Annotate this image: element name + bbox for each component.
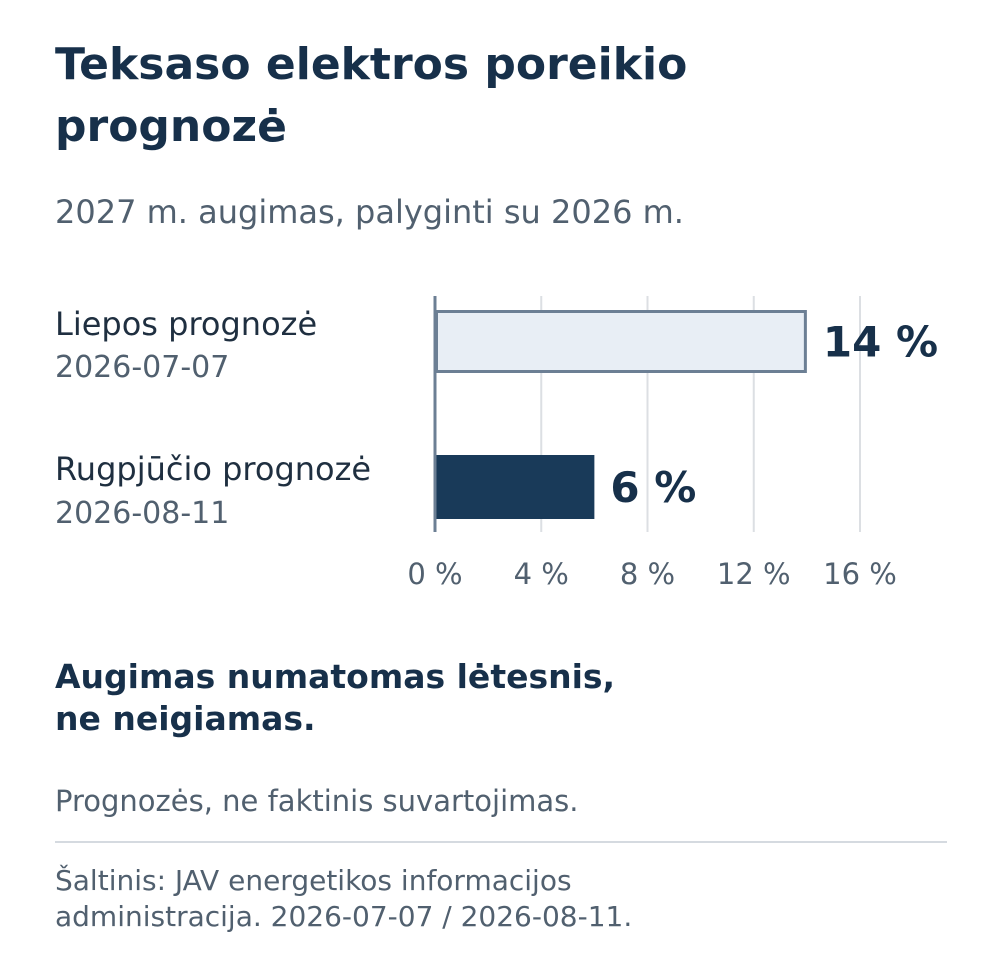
value-label-august: 6 %: [610, 463, 696, 512]
chart-title-line-1: Teksaso elektros poreikio: [55, 39, 688, 90]
headline-line-2: ne neigiamas.: [55, 699, 316, 738]
chart-title-line-2: prognozė: [55, 101, 287, 152]
chart-title: Teksaso elektros poreikio prognozė: [55, 34, 855, 158]
category-date-july: 2026-07-07: [55, 350, 230, 385]
footnote: Prognozės, ne faktinis suvartojimas.: [55, 784, 579, 818]
category-date-august: 2026-08-11: [55, 496, 230, 531]
source-line-1: Šaltinis: JAV energetikos informacijos: [55, 864, 572, 897]
x-tick-label-2: 8 %: [620, 557, 675, 591]
x-tick-label-4: 16 %: [823, 557, 897, 591]
value-label-july: 14 %: [823, 318, 938, 367]
category-label-august: Rugpjūčio prognozė: [55, 450, 372, 488]
source-note: Šaltinis: JAV energetikos informacijos a…: [55, 863, 955, 935]
source-line-2: administracija. 2026-07-07 / 2026-08-11.: [55, 900, 633, 933]
x-tick-label-0: 0 %: [407, 557, 462, 591]
x-tick-label-1: 4 %: [514, 557, 569, 591]
bar-august: [435, 455, 595, 519]
bar-july: [435, 310, 807, 373]
divider: [55, 841, 947, 843]
category-label-july: Liepos prognozė: [55, 305, 318, 343]
chart-subtitle: 2027 m. augimas, palyginti su 2026 m.: [55, 193, 684, 231]
headline: Augimas numatomas lėtesnis, ne neigiamas…: [55, 656, 755, 740]
headline-line-1: Augimas numatomas lėtesnis,: [55, 657, 616, 696]
bar-chart: 14 % 6 % 0 % 4 % 8 % 12 % 16 %: [407, 296, 938, 591]
x-tick-label-3: 12 %: [717, 557, 791, 591]
